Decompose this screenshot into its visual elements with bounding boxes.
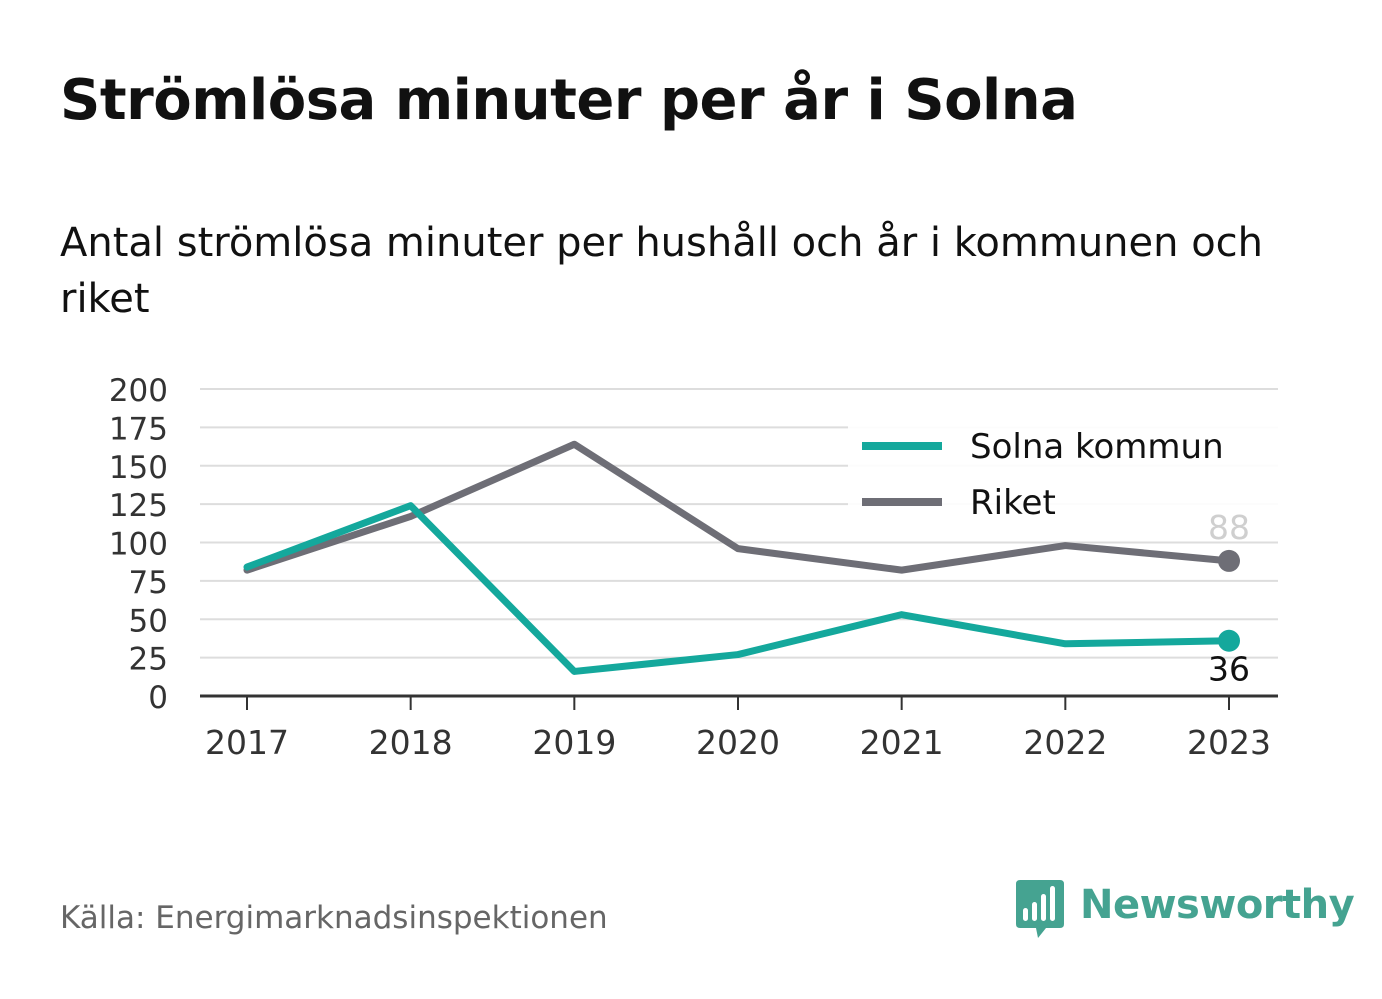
y-tick-label: 150 [109,450,168,486]
y-tick-label: 175 [109,411,168,447]
y-tick-label: 100 [109,527,168,563]
x-axis [200,694,1278,710]
y-tick-label: 75 [129,565,168,601]
y-tick-label: 0 [148,680,168,716]
series-end-point [1218,629,1240,652]
x-tick-label: 2021 [860,723,944,762]
series-line [243,440,1233,574]
newsworthy-logo: Newsworthy [1012,878,1355,942]
series-lines [243,440,1240,675]
x-axis-tick-labels: 2017 2018 2019 2020 2021 2022 2023 [205,723,1271,762]
newsworthy-logo-icon [1016,880,1064,938]
legend: Solna kommun Riket [848,420,1280,530]
series-end-point [1218,549,1240,572]
x-tick-label: 2019 [532,723,616,762]
source-note: Källa: Energimarknadsinspektionen [60,900,608,936]
x-tick-label: 2017 [205,723,289,762]
y-tick-label: 200 [109,373,168,409]
data-labels: 36 88 [1208,508,1250,689]
legend-label: Solna kommun [970,427,1224,467]
x-tick-label: 2022 [1023,723,1107,762]
chart-subtitle: Antal strömlösa minuter per hushåll och … [60,220,1264,322]
x-tick-label: 2023 [1187,723,1271,762]
chart-title: Strömlösa minuter per år i Solna [60,68,1078,133]
x-tick-label: 2018 [369,723,453,762]
y-tick-label: 25 [129,642,168,678]
end-value-label: 36 [1208,650,1250,689]
y-tick-label: 125 [109,488,168,524]
legend-background [848,420,1280,530]
end-value-label: 88 [1208,508,1250,547]
y-tick-label: 50 [129,603,168,639]
newsworthy-logo-text: Newsworthy [1080,882,1355,928]
legend-label: Riket [970,483,1056,523]
series-line [243,502,1233,675]
x-tick-label: 2020 [696,723,780,762]
